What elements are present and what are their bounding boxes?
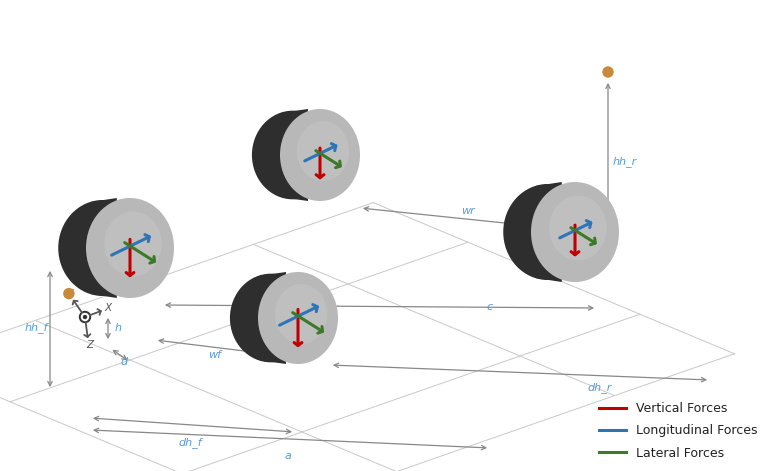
Ellipse shape [230,274,311,362]
Ellipse shape [503,184,592,280]
Text: Z: Z [86,340,93,350]
Ellipse shape [280,109,360,201]
Ellipse shape [58,200,148,296]
Text: a: a [285,451,291,461]
Text: hh_r: hh_r [613,156,638,168]
Text: c: c [487,302,493,312]
Text: hh_f: hh_f [25,323,48,333]
Text: d: d [121,357,128,367]
Text: dh_r: dh_r [588,382,612,393]
Polygon shape [260,272,286,364]
Ellipse shape [86,198,174,298]
Polygon shape [91,198,117,298]
Circle shape [603,67,613,77]
Text: Y: Y [67,289,73,299]
Text: h: h [115,323,122,333]
Ellipse shape [258,272,338,364]
Ellipse shape [275,284,327,344]
Text: wf: wf [208,350,221,360]
Circle shape [82,314,88,320]
Ellipse shape [297,121,349,181]
Polygon shape [281,109,308,201]
Circle shape [64,289,74,299]
Ellipse shape [531,182,619,282]
Circle shape [84,316,86,318]
Text: dh_f: dh_f [178,438,201,448]
Ellipse shape [252,111,334,199]
Legend: Vertical Forces, Longitudinal Forces, Lateral Forces: Vertical Forces, Longitudinal Forces, La… [594,397,763,465]
Ellipse shape [549,195,607,260]
Circle shape [79,311,91,323]
Text: X: X [105,303,112,313]
Text: wr: wr [461,206,475,216]
Polygon shape [536,182,562,282]
Ellipse shape [105,211,161,276]
